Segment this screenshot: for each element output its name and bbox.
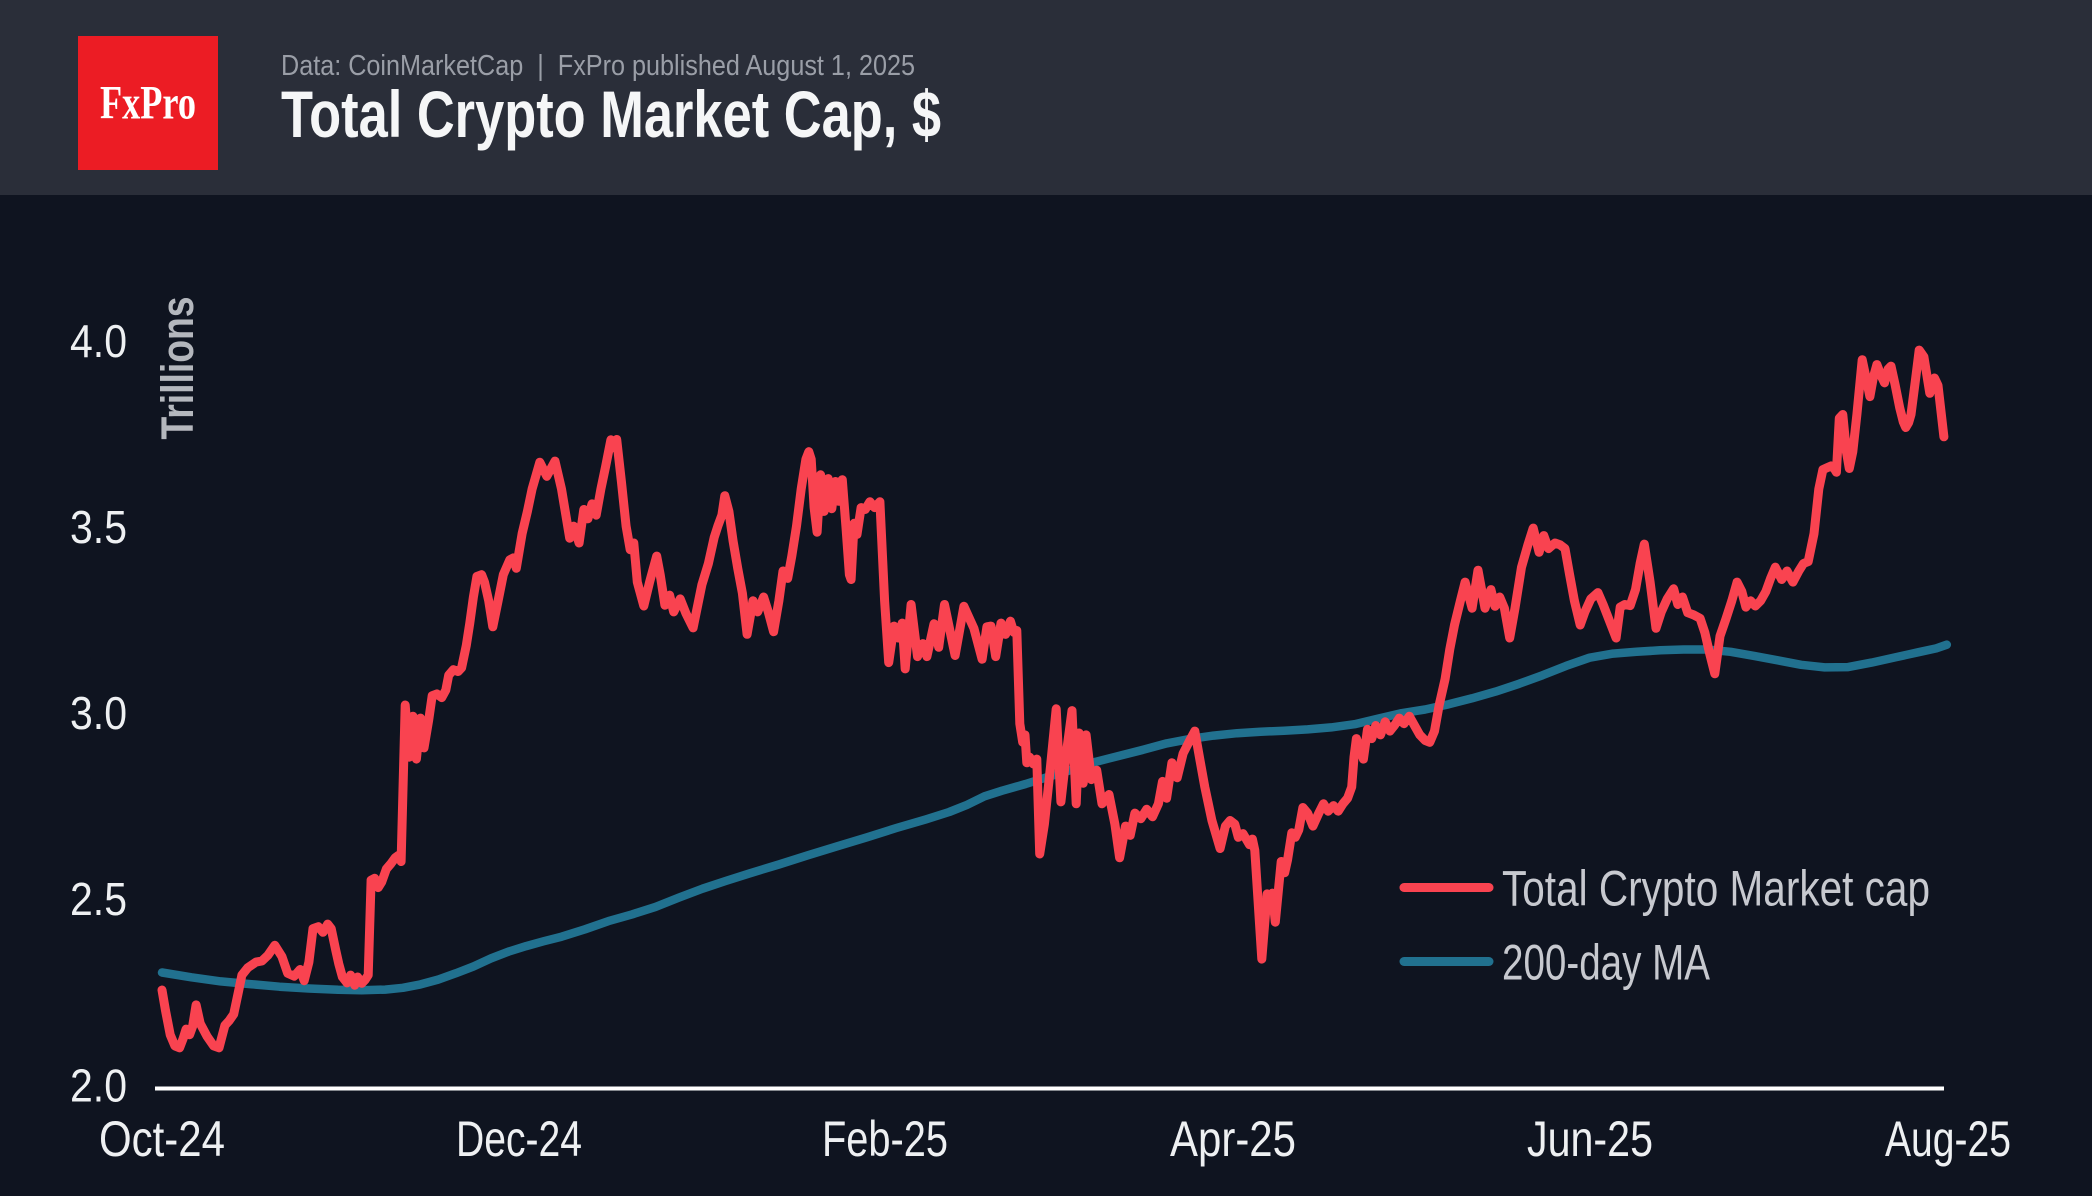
svg-text:Total Crypto Market cap: Total Crypto Market cap — [1502, 861, 1930, 917]
svg-text:Dec-24: Dec-24 — [456, 1111, 582, 1167]
svg-text:Data: CoinMarketCap | FxPro: Data: CoinMarketCap | FxPro published Au… — [281, 50, 915, 82]
svg-text:Oct-24: Oct-24 — [99, 1111, 225, 1167]
svg-text:Feb-25: Feb-25 — [822, 1111, 948, 1167]
svg-text:4.0: 4.0 — [70, 315, 127, 367]
svg-text:3.0: 3.0 — [70, 687, 127, 739]
svg-text:2.0: 2.0 — [70, 1060, 127, 1112]
svg-text:3.5: 3.5 — [70, 501, 127, 553]
svg-text:Apr-25: Apr-25 — [1170, 1111, 1296, 1167]
svg-text:Total Crypto Market Cap, $: Total Crypto Market Cap, $ — [281, 77, 941, 151]
svg-text:2.5: 2.5 — [70, 873, 127, 925]
svg-text:Aug-25: Aug-25 — [1885, 1111, 2011, 1167]
svg-text:FxPro: FxPro — [100, 77, 196, 130]
svg-text:Trillions: Trillions — [152, 297, 203, 440]
svg-text:Jun-25: Jun-25 — [1527, 1111, 1653, 1167]
svg-text:200-day MA: 200-day MA — [1502, 935, 1710, 991]
